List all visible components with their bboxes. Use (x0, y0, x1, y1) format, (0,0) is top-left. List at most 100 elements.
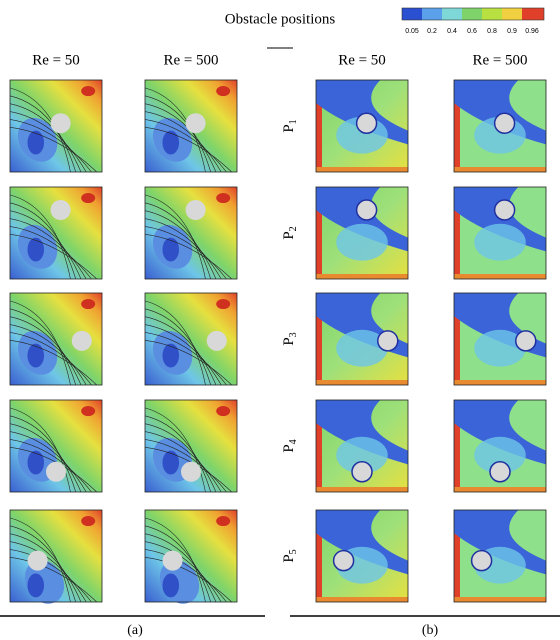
panel-frame (9, 509, 103, 603)
contour-panel (9, 292, 103, 386)
streamline (9, 308, 77, 386)
streamline (9, 87, 71, 173)
vortex-core (162, 237, 180, 262)
vortex-core (27, 573, 45, 598)
obstacle (27, 550, 48, 571)
row-label: P5 (281, 549, 299, 562)
contour-panel (315, 79, 409, 173)
edge-left (454, 293, 460, 385)
edge-bottom (316, 167, 408, 172)
contour-panel (144, 509, 238, 604)
streamline (144, 226, 227, 280)
panel-frame (453, 509, 547, 603)
streamline (144, 202, 212, 280)
vortex-core (27, 343, 45, 368)
contour-panel (453, 509, 547, 603)
edge-left (454, 400, 460, 492)
obstacle (515, 330, 537, 352)
panel-frame (144, 186, 238, 280)
corner-vortex (216, 86, 231, 97)
streamline (9, 316, 82, 386)
edge-bottom (316, 380, 408, 385)
colorbar-label: 0.4 (447, 28, 457, 35)
panel-frame (315, 79, 409, 173)
vortex-core (162, 573, 180, 598)
streamline (9, 324, 87, 386)
edge-left (454, 80, 460, 172)
vortex-core (27, 130, 45, 155)
panel-frame (9, 79, 103, 173)
obstacle (50, 200, 71, 220)
figure-title: Obstacle positions (225, 11, 336, 27)
edge-left (316, 510, 322, 602)
obstacle (206, 330, 227, 351)
streamline (144, 234, 232, 280)
corner-vortex (81, 406, 96, 417)
streamline (9, 423, 82, 493)
panel-frame (144, 79, 238, 173)
panel-frame (315, 399, 409, 493)
streamline (144, 525, 212, 603)
contour-panel (144, 292, 238, 386)
row-index: 3 (288, 332, 299, 337)
contour-panel (9, 509, 103, 604)
corner-vortex (216, 406, 231, 417)
streamline (144, 103, 217, 173)
streamline (144, 127, 232, 173)
edge-bottom (316, 487, 408, 492)
corner-vortex (81, 86, 96, 97)
streamline (144, 439, 227, 493)
obstacle (46, 461, 66, 482)
panel-frame (315, 186, 409, 280)
streamline (9, 517, 71, 603)
streamline (144, 423, 217, 493)
streamline (144, 541, 222, 603)
obstacle (493, 199, 516, 221)
edge-left (454, 510, 460, 602)
streamline (144, 210, 217, 280)
streamline (144, 119, 227, 173)
edge-bottom (454, 380, 546, 385)
streamline (144, 533, 217, 603)
streamline (144, 415, 212, 493)
row-label: P2 (281, 226, 299, 239)
streamline (9, 194, 71, 280)
obstacle (332, 549, 355, 572)
panel-frame (315, 509, 409, 603)
contour-panel (453, 399, 547, 493)
row-letter: P (281, 554, 297, 562)
panel-frame (9, 186, 103, 280)
row-label: P3 (281, 332, 299, 345)
streamline (9, 111, 87, 173)
edge-bottom (316, 274, 408, 279)
streamline (144, 517, 206, 603)
contour-panel (453, 292, 547, 386)
streamline (9, 218, 87, 280)
edge-left (316, 187, 322, 279)
contour-panel (315, 399, 409, 493)
streamline (9, 340, 97, 386)
contour-panel (144, 79, 238, 173)
colorbar-label: 0.96 (525, 28, 539, 35)
obstacle (377, 330, 399, 352)
inner-region (474, 329, 526, 367)
streamline (144, 300, 206, 386)
edge-bottom (454, 274, 546, 279)
streamline (144, 218, 222, 280)
caption-b: (b) (422, 623, 439, 638)
contour-panel (453, 79, 547, 173)
inner-region (336, 223, 388, 261)
streamline (9, 119, 92, 173)
edge-left (316, 80, 322, 172)
row-label: P4 (281, 439, 299, 452)
colorbar-label: 0.9 (507, 28, 517, 35)
corner-vortex (216, 193, 231, 204)
vortex-core (27, 237, 45, 262)
panel-frame (453, 399, 547, 493)
obstacle (185, 200, 206, 220)
streamline (9, 533, 82, 603)
vortex-core (162, 130, 180, 155)
streamline (144, 111, 222, 173)
edge-bottom (454, 597, 546, 602)
row-letter: P (281, 337, 297, 345)
